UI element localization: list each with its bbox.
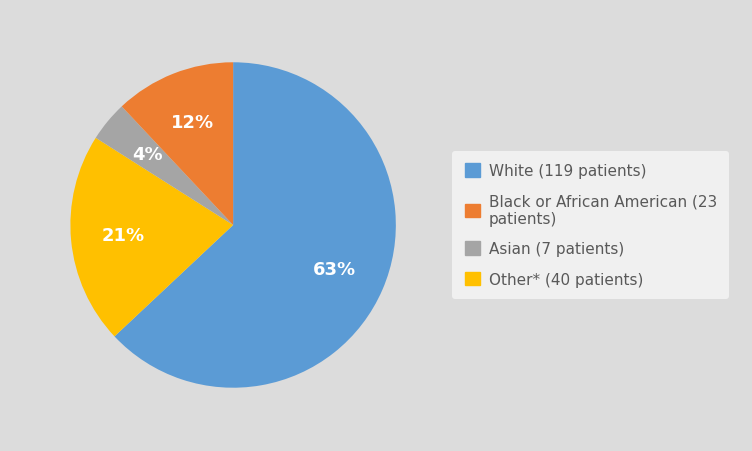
- Wedge shape: [96, 107, 233, 226]
- Legend: White (119 patients), Black or African American (23
patients), Asian (7 patients: White (119 patients), Black or African A…: [452, 152, 729, 299]
- Wedge shape: [122, 63, 233, 226]
- Text: 63%: 63%: [313, 260, 356, 278]
- Wedge shape: [71, 138, 233, 336]
- Wedge shape: [114, 63, 396, 388]
- Text: 4%: 4%: [132, 146, 163, 164]
- Text: 12%: 12%: [171, 114, 214, 132]
- Text: 21%: 21%: [102, 227, 144, 245]
